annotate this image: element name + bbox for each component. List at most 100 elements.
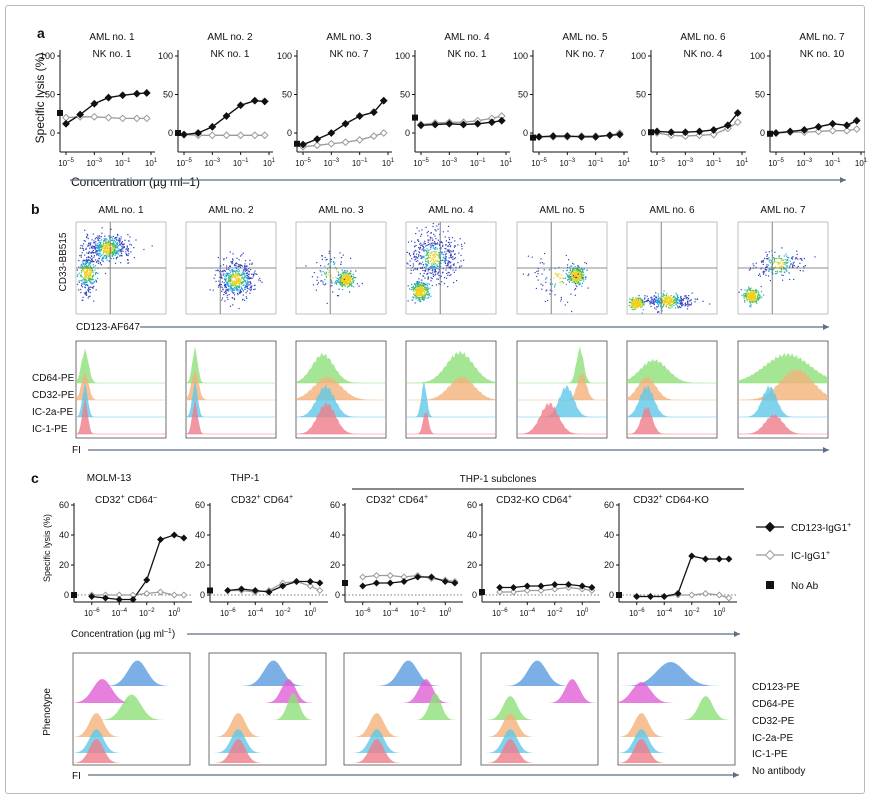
event-dot xyxy=(418,285,420,287)
event-dot xyxy=(86,236,88,238)
event-dot xyxy=(632,303,634,305)
event-dot xyxy=(422,285,424,287)
event-dot xyxy=(760,268,762,270)
no-ab-point xyxy=(412,114,418,121)
event-dot xyxy=(127,259,129,261)
event-dot xyxy=(577,274,579,277)
event-dot xyxy=(421,244,423,246)
event-dot xyxy=(101,257,103,259)
ic-igg1-point xyxy=(369,132,378,140)
event-dot xyxy=(750,294,753,296)
x-tick-label: 10–6 xyxy=(220,608,236,618)
event-dot xyxy=(321,258,323,260)
event-dot xyxy=(246,283,248,285)
hist-peak-ic-1-pe xyxy=(406,412,496,434)
event-dot xyxy=(576,285,578,288)
event-dot xyxy=(761,261,763,263)
event-dot xyxy=(574,277,576,279)
event-dot xyxy=(231,270,233,272)
event-dot xyxy=(350,278,352,280)
event-dot xyxy=(91,247,93,249)
event-dot xyxy=(435,273,437,275)
event-dot xyxy=(577,274,579,276)
event-dot xyxy=(127,234,129,236)
event-dot xyxy=(105,242,107,244)
event-dot xyxy=(427,286,429,288)
event-dot xyxy=(235,265,237,267)
cd123-igg1-point xyxy=(701,555,710,563)
ic-igg1-point xyxy=(709,130,718,139)
event-dot xyxy=(442,251,444,253)
panel-a-subtitle: NK no. 1 xyxy=(211,49,250,60)
event-dot xyxy=(249,259,251,261)
event-dot xyxy=(554,294,556,296)
event-dot xyxy=(766,254,768,256)
event-dot xyxy=(432,245,434,247)
hist-peak-cd32-pe xyxy=(73,694,190,720)
event-dot xyxy=(540,258,542,260)
event-dot xyxy=(417,294,419,296)
cd123-igg1-point xyxy=(772,129,780,137)
event-dot xyxy=(251,262,253,264)
event-dot xyxy=(224,270,226,272)
cd123-igg1-point xyxy=(431,120,440,129)
event-dot xyxy=(637,301,639,303)
event-dot xyxy=(352,280,354,283)
event-dot xyxy=(434,229,436,231)
event-dot xyxy=(345,273,347,275)
hist-peak-cd123-pe xyxy=(209,660,326,686)
event-dot xyxy=(328,271,330,274)
event-dot xyxy=(424,240,426,242)
event-dot xyxy=(246,272,249,274)
event-dot xyxy=(668,306,670,309)
event-dot xyxy=(86,237,88,239)
event-dot xyxy=(222,264,225,266)
event-dot xyxy=(113,251,115,253)
event-dot xyxy=(335,280,337,282)
event-dot xyxy=(416,283,419,285)
event-dot xyxy=(86,257,88,259)
event-dot xyxy=(437,257,439,259)
event-dot xyxy=(675,298,677,301)
event-dot xyxy=(694,301,696,303)
event-dot xyxy=(772,262,774,264)
event-dot xyxy=(763,272,765,274)
ic-igg1-point xyxy=(733,118,742,127)
event-dot xyxy=(82,245,84,247)
event-dot xyxy=(124,239,126,241)
event-dot xyxy=(118,237,120,239)
event-dot xyxy=(344,274,346,276)
event-dot xyxy=(662,292,664,295)
event-dot xyxy=(320,271,322,273)
event-dot xyxy=(422,296,424,298)
event-dot xyxy=(321,280,323,282)
event-dot xyxy=(578,277,581,279)
event-dot xyxy=(575,279,577,281)
hist-peak-ic-2a-pe xyxy=(738,385,828,417)
y-tick-label: 50 xyxy=(163,90,173,100)
hist-peak-ic-1-pe xyxy=(738,414,828,434)
event-dot xyxy=(101,246,103,249)
event-dot xyxy=(419,298,421,300)
event-dot xyxy=(554,284,556,286)
event-dot xyxy=(84,277,86,279)
event-dot xyxy=(324,272,326,274)
event-dot xyxy=(436,278,438,280)
event-dot xyxy=(681,304,683,306)
event-dot xyxy=(657,303,660,306)
event-dot xyxy=(128,262,130,264)
event-dot xyxy=(418,278,420,280)
event-dot xyxy=(99,261,101,263)
event-dot xyxy=(441,252,443,255)
event-dot xyxy=(426,265,428,267)
event-dot xyxy=(100,250,102,252)
event-dot xyxy=(419,294,421,296)
event-dot xyxy=(431,239,434,241)
event-dot xyxy=(85,264,87,266)
event-dot xyxy=(95,236,97,239)
event-dot xyxy=(429,236,432,238)
event-dot xyxy=(568,259,570,261)
event-dot xyxy=(225,291,227,293)
event-dot xyxy=(757,296,759,298)
